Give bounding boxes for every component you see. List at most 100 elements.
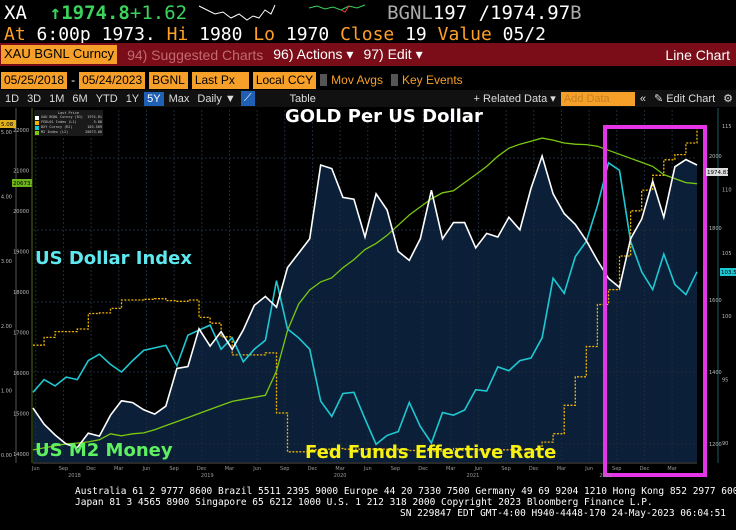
x-year-label: 2018	[68, 473, 81, 479]
r1-tick-label: 1200	[709, 442, 722, 448]
collapse-icon[interactable]: «	[639, 92, 646, 105]
pricing-source: BGNL	[387, 2, 433, 24]
add-data-input[interactable]: Add Data	[560, 91, 635, 106]
r1-tick-label: 1400	[709, 370, 722, 376]
up-arrow-icon: ↑	[49, 2, 62, 24]
line-style-icon[interactable]: ⟋	[240, 91, 255, 106]
period-1m[interactable]: 1M	[49, 92, 65, 105]
at-label: At	[4, 24, 26, 45]
value-date: 05/2	[502, 24, 547, 45]
dxy-annotation: US Dollar Index	[35, 248, 192, 269]
legend-entry: M2 Index (L2) 20673.00	[35, 130, 102, 135]
gold-area-fill	[33, 156, 697, 462]
ask-suffix: B	[570, 2, 582, 24]
source-field[interactable]: BGNL	[149, 71, 188, 89]
r2-tick-label: 100	[722, 314, 732, 320]
l1-tick-label: 1.00	[1, 388, 12, 394]
legend-last: 5.08	[93, 120, 102, 124]
period-6m[interactable]: 6M	[72, 92, 88, 105]
key-events-checkbox[interactable]	[390, 74, 398, 86]
x-tick-label: Sep	[612, 466, 621, 472]
x-tick-label: Dec	[197, 466, 207, 472]
legend-entry: XAU BGNL Curncy (R1) 1974.81	[35, 115, 102, 120]
m2-last-tag: 20673.00	[13, 181, 40, 187]
x-year-label: 2019	[201, 473, 214, 479]
suggested-charts-button[interactable]: 94) Suggested Charts	[127, 46, 264, 63]
x-year-label: 2021	[467, 473, 480, 479]
x-tick-label: Mar	[446, 466, 456, 472]
x-tick-label: Mar	[667, 466, 677, 472]
ask: /1974.97	[478, 2, 571, 24]
r2-tick-label: 90	[722, 441, 728, 447]
x-tick-label: Jun	[363, 466, 372, 472]
security-field[interactable]: XAU BGNL Curncy	[1, 45, 118, 64]
field-select[interactable]: Last Px	[191, 71, 249, 89]
frequency-select[interactable]: Daily ▼	[197, 92, 236, 105]
x-tick-label: Sep	[501, 466, 510, 472]
r1-tick-label: 1600	[709, 298, 722, 304]
period-1y[interactable]: 1Y	[125, 92, 140, 105]
legend-axis: (L1)	[68, 120, 77, 124]
period-max[interactable]: Max	[168, 92, 190, 105]
x-tick-label: Mar	[225, 466, 235, 472]
period-1d[interactable]: 1D	[5, 92, 20, 105]
period-5y[interactable]: 5Y	[144, 91, 164, 106]
l2-tick-label: 20000	[13, 209, 29, 215]
actions-menu[interactable]: 96) Actions ▾	[273, 46, 354, 62]
period-3d[interactable]: 3D	[27, 92, 42, 105]
r2-tick-label: 105	[722, 251, 732, 257]
settings-gear-icon[interactable]: ⚙	[723, 93, 733, 105]
x-tick-label: Jun	[584, 466, 593, 472]
key-events-label[interactable]: Key Events	[401, 73, 463, 87]
gold-annotation: GOLD Per US Dollar	[285, 106, 483, 127]
x-tick-label: Sep	[280, 466, 289, 472]
legend-last: 103.509	[87, 125, 102, 129]
date-dash: -	[71, 73, 76, 87]
legend-name: M2 Index	[41, 130, 58, 134]
mov-avgs-label[interactable]: Mov Avgs	[331, 73, 383, 87]
l1-tick-label: 5.00	[1, 130, 12, 136]
r1-tick-label: 1800	[709, 226, 722, 232]
r2-tick-label: 110	[722, 187, 732, 193]
quote-line: XA ↑ 1974.8 +1.62 BGNL 197 /1974.97 B	[4, 2, 582, 24]
chart-toolbar: XAU BGNL Curncy 94) Suggested Charts 96)…	[0, 43, 736, 66]
intraday-sparkline	[198, 4, 366, 21]
bid: 197	[432, 2, 468, 24]
x-tick-label: Dec	[640, 466, 650, 472]
r2-tick-label: 115	[722, 124, 732, 130]
end-date-field[interactable]: 05/24/2023	[79, 71, 146, 89]
mov-avgs-checkbox[interactable]	[320, 74, 328, 86]
l1-tick-label: 4.00	[1, 195, 12, 201]
edit-chart-button[interactable]: ✎ Edit Chart	[653, 93, 716, 105]
x-year-label: 2020	[334, 473, 347, 479]
fedfunds-last-tag: 5.08	[1, 122, 14, 128]
x-tick-label: Dec	[418, 466, 428, 472]
x-tick-label: Jun	[474, 466, 483, 472]
gold-last-tag-bg	[706, 168, 728, 176]
legend-axis: (R2)	[64, 125, 73, 129]
x-tick-label: Jun	[142, 466, 151, 472]
related-data-menu[interactable]: + Related Data ▾	[473, 93, 556, 105]
l2-tick-label: 18000	[13, 290, 29, 296]
period-ytd[interactable]: YTD	[95, 92, 118, 105]
x-tick-label: Dec	[86, 466, 96, 472]
legend-swatch	[35, 125, 39, 130]
x-tick-label: Sep	[59, 466, 68, 472]
chart-controls: 05/25/2018 - 05/24/2023 BGNL Last Px Loc…	[0, 70, 736, 90]
l2-tick-label: 19000	[13, 250, 29, 256]
l2-tick-label: 16000	[13, 371, 29, 377]
quote-details: At 6:00p 1973. Hi 1980 Lo 1970 Close 19 …	[4, 24, 546, 45]
fedfunds-last-tag-bg	[0, 120, 16, 128]
start-date-field[interactable]: 05/25/2018	[1, 71, 68, 89]
legend-name: FEDL01 Index	[41, 120, 67, 124]
edit-menu[interactable]: 97) Edit ▾	[363, 46, 423, 62]
l1-tick-label: 2.00	[1, 324, 12, 330]
at-value: 1973.	[101, 24, 156, 45]
l2-tick-label: 22000	[13, 128, 29, 134]
legend-last: 1974.81	[87, 115, 102, 119]
hi-value: 1980	[199, 24, 243, 45]
legend-last: 20673.00	[85, 130, 102, 134]
currency-select[interactable]: Local CCY	[252, 71, 317, 89]
table-button[interactable]: Table	[289, 92, 316, 105]
chart-type-label[interactable]: Line Chart	[665, 46, 730, 63]
